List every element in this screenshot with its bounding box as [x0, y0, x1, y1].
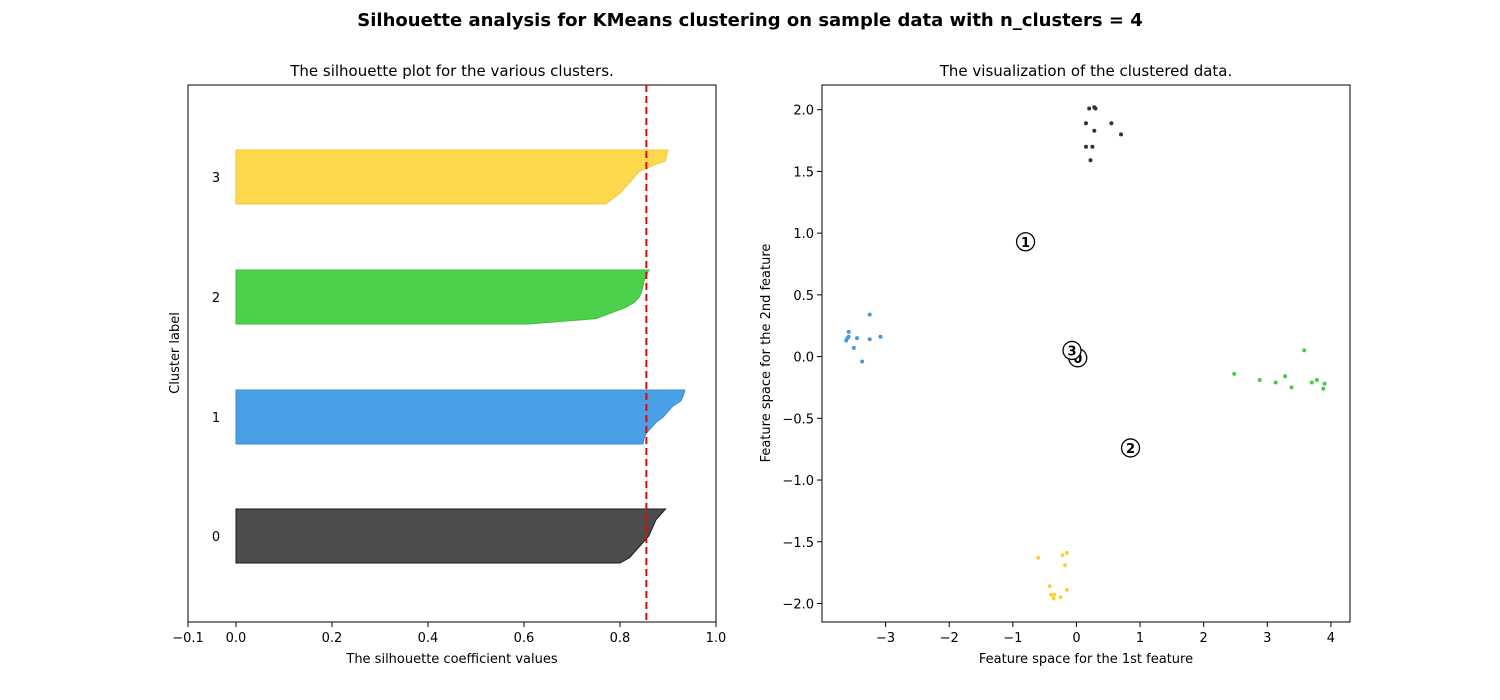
scatter-plot: The visualization of the clustered data.…	[759, 62, 1351, 667]
silhouette-x-tick-label: 0.4	[418, 631, 439, 646]
scatter-point-cluster-2	[1302, 348, 1307, 353]
scatter-point-cluster-2	[1232, 371, 1237, 376]
scatter-point-cluster-2	[1289, 385, 1294, 390]
scatter-point-cluster-0	[1087, 106, 1092, 111]
cluster-center-label-0: 0	[1073, 352, 1082, 367]
scatter-x-tick-label: 2	[1200, 631, 1208, 646]
scatter-point-cluster-0	[1109, 121, 1114, 126]
scatter-point-cluster-2	[1257, 378, 1262, 382]
cluster-label-1: 1	[212, 411, 220, 426]
silhouette-x-tick-label: 1.0	[706, 631, 727, 646]
scatter-x-tick-label: −1	[1003, 631, 1022, 646]
scatter-y-tick-label: −2.0	[782, 597, 814, 612]
scatter-y-tick-label: 2.0	[793, 104, 814, 119]
scatter-point-cluster-3	[1051, 596, 1056, 601]
silhouette-band-cluster-0	[235, 508, 667, 564]
scatter-point-cluster-3	[1063, 563, 1067, 568]
scatter-point-cluster-0	[1084, 121, 1088, 126]
scatter-y-axis-label: Feature space for the 2nd feature	[759, 244, 774, 463]
scatter-point-cluster-3	[1064, 550, 1069, 555]
silhouette-plot: The silhouette plot for the various clus…	[168, 62, 726, 667]
scatter-y-tick-label: 1.5	[793, 165, 814, 180]
scatter-point-cluster-1	[878, 334, 883, 339]
scatter-point-cluster-2	[1273, 380, 1278, 385]
silhouette-band-cluster-2	[235, 269, 650, 325]
cluster-label-0: 0	[212, 530, 220, 545]
silhouette-x-tick-label: 0.6	[514, 631, 535, 646]
scatter-point-cluster-3	[1060, 553, 1065, 558]
scatter-point-cluster-1	[860, 359, 865, 364]
scatter-point-cluster-2	[1283, 374, 1288, 379]
scatter-plot-frame	[821, 84, 1351, 623]
scatter-point-cluster-0	[1084, 144, 1088, 149]
silhouette-x-tick-label: 0.8	[610, 631, 631, 646]
scatter-point-cluster-3	[1052, 592, 1057, 597]
scatter-point-cluster-2	[1322, 381, 1327, 386]
scatter-y-tick-label: 1.0	[793, 227, 814, 242]
silhouette-band-cluster-1	[235, 389, 686, 445]
scatter-y-tick-label: −1.5	[782, 536, 814, 551]
scatter-point-cluster-3	[1036, 555, 1041, 560]
cluster-center-1	[1015, 232, 1036, 252]
scatter-point-cluster-0	[1088, 158, 1093, 163]
scatter-point-cluster-1	[846, 329, 851, 334]
scatter-x-tick-label: 1	[1136, 631, 1144, 646]
scatter-x-tick-label: −3	[876, 631, 895, 646]
scatter-y-tick-label: 0.5	[793, 289, 814, 304]
scatter-x-tick-label: 3	[1263, 631, 1271, 646]
scatter-x-tick-label: 0	[1072, 631, 1080, 646]
silhouette-x-tick-label: 0.0	[226, 631, 247, 646]
scatter-x-axis-label: Feature space for the 1st feature	[979, 652, 1193, 667]
scatter-x-tick-label: −2	[940, 631, 959, 646]
scatter-point-cluster-3	[1049, 592, 1053, 597]
scatter-point-cluster-1	[855, 336, 859, 341]
cluster-center-label-2: 2	[1126, 442, 1135, 457]
scatter-point-cluster-1	[844, 338, 849, 343]
cluster-label-3: 3	[212, 171, 220, 186]
silhouette-plot-title: The silhouette plot for the various clus…	[289, 62, 614, 80]
scatter-point-cluster-3	[1058, 595, 1063, 600]
scatter-point-cluster-3	[1064, 587, 1069, 592]
cluster-center-label-3: 3	[1067, 344, 1076, 359]
scatter-point-cluster-2	[1314, 378, 1319, 382]
scatter-y-tick-label: 0.0	[793, 351, 814, 366]
scatter-point-cluster-3	[1047, 584, 1052, 589]
scatter-point-cluster-1	[846, 334, 851, 339]
cluster-center-3	[1062, 340, 1082, 361]
silhouette-x-tick-label: 0.2	[322, 631, 343, 646]
scatter-point-cluster-0	[1119, 132, 1123, 137]
scatter-point-cluster-2	[1321, 386, 1326, 391]
scatter-point-cluster-0	[1090, 144, 1095, 149]
silhouette-plot-frame	[187, 84, 717, 623]
silhouette-y-axis-label: Cluster label	[168, 312, 183, 394]
scatter-x-tick-label: 4	[1327, 631, 1335, 646]
cluster-label-2: 2	[212, 291, 220, 306]
scatter-point-cluster-1	[867, 312, 872, 317]
scatter-point-cluster-0	[1092, 128, 1097, 133]
scatter-point-cluster-0	[1093, 106, 1098, 111]
scatter-plot-title: The visualization of the clustered data.	[939, 62, 1233, 80]
silhouette-x-axis-label: The silhouette coefficient values	[345, 652, 557, 667]
scatter-point-cluster-1	[867, 337, 872, 342]
figure-title: Silhouette analysis for KMeans clusterin…	[357, 10, 1143, 31]
scatter-point-cluster-1	[851, 345, 856, 350]
silhouette-x-tick-label: −0.1	[172, 631, 204, 646]
silhouette-band-cluster-3	[235, 149, 669, 205]
cluster-center-2	[1120, 438, 1141, 458]
cluster-center-label-1: 1	[1021, 236, 1030, 251]
scatter-point-cluster-2	[1309, 380, 1314, 385]
scatter-y-tick-label: −1.0	[782, 474, 814, 489]
scatter-y-tick-label: −0.5	[782, 412, 814, 427]
